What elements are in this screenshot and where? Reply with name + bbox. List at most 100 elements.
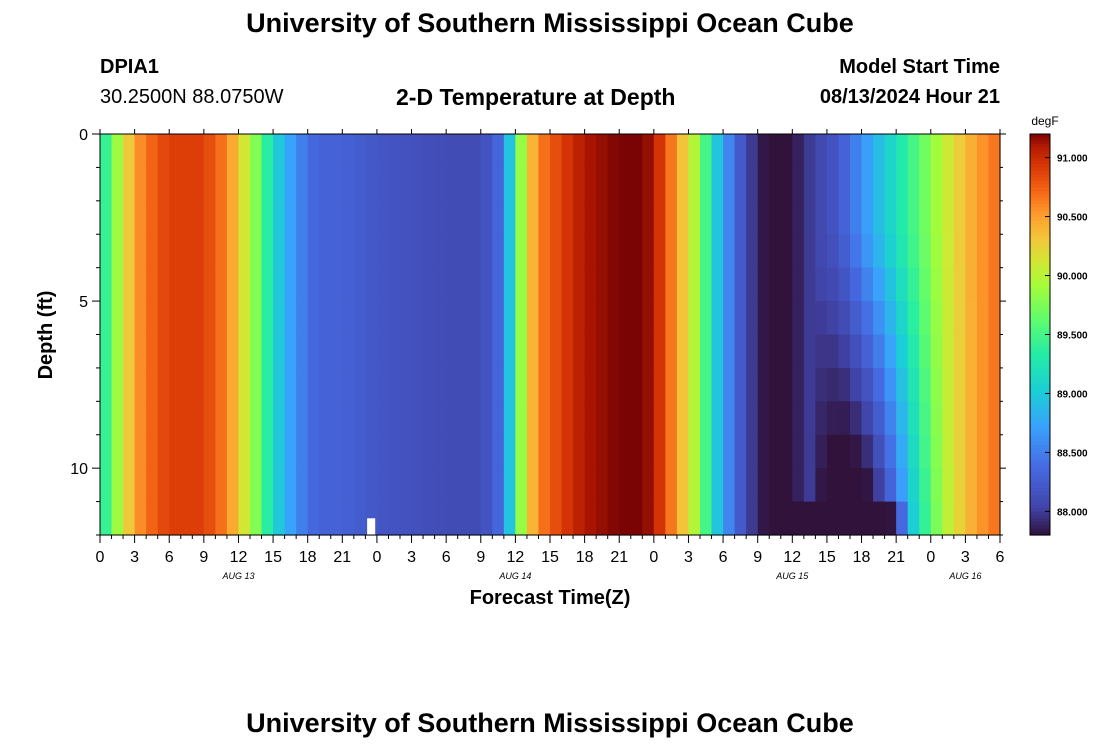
- x-tick-label: 6: [719, 549, 728, 566]
- heatmap-cell: [700, 434, 713, 469]
- heatmap-cell: [480, 367, 493, 402]
- heatmap-cell: [688, 401, 701, 436]
- heatmap-cell: [688, 334, 701, 369]
- heatmap-cell: [250, 334, 263, 369]
- heatmap-cell: [988, 434, 1001, 469]
- heatmap-cell: [388, 501, 401, 536]
- heatmap-cell: [550, 267, 563, 302]
- heatmap-cell: [861, 501, 874, 536]
- heatmap-cell: [134, 468, 147, 503]
- heatmap-cell: [250, 134, 263, 169]
- heatmap-cell: [457, 468, 470, 503]
- heatmap-cell: [515, 367, 528, 402]
- heatmap-cell: [273, 401, 286, 436]
- heatmap-cell: [111, 367, 124, 402]
- heatmap-cell: [584, 434, 597, 469]
- heatmap-cell: [942, 334, 955, 369]
- heatmap-cell: [550, 401, 563, 436]
- colorbar-segment: [1030, 428, 1050, 433]
- heatmap-cell: [319, 334, 332, 369]
- heatmap-cell: [273, 167, 286, 202]
- heatmap-cell: [734, 134, 747, 169]
- heatmap-cell: [700, 134, 713, 169]
- heatmap-cell: [676, 200, 690, 235]
- heatmap-cell: [203, 167, 216, 202]
- heatmap-cell: [319, 134, 332, 169]
- colorbar-segment: [1030, 521, 1050, 526]
- colorbar-segment: [1030, 387, 1050, 392]
- heatmap-cell: [434, 134, 447, 169]
- colorbar-segment: [1030, 301, 1050, 306]
- heatmap-cell: [250, 267, 263, 302]
- heatmap-cell: [100, 367, 113, 402]
- heatmap-cell: [965, 234, 978, 269]
- heatmap-cell: [353, 434, 366, 469]
- heatmap-cell: [134, 200, 147, 235]
- heatmap-cell: [769, 301, 782, 336]
- colorbar-tick-label: 89.000: [1057, 389, 1088, 400]
- heatmap-cell: [423, 234, 436, 269]
- colorbar-segment: [1030, 174, 1050, 179]
- heatmap-cell: [515, 301, 528, 336]
- heatmap-cell: [446, 501, 459, 536]
- heatmap-cell: [457, 501, 470, 536]
- heatmap-cell: [873, 134, 886, 169]
- heatmap-cell: [688, 367, 701, 402]
- heatmap-cell: [203, 401, 216, 436]
- heatmap-cell: [146, 167, 159, 202]
- heatmap-cell: [630, 367, 643, 402]
- heatmap-cell: [515, 468, 528, 503]
- x-axis-label: Forecast Time(Z): [470, 587, 631, 609]
- colorbar-segment: [1030, 287, 1050, 292]
- colorbar-segment: [1030, 274, 1050, 279]
- x-tick-label: 0: [649, 549, 658, 566]
- heatmap-cell: [457, 367, 470, 402]
- heatmap-cell: [100, 267, 113, 302]
- colorbar-segment: [1030, 210, 1050, 215]
- heatmap-cell: [307, 401, 320, 436]
- heatmap-cell: [780, 401, 793, 436]
- heatmap-cell: [400, 134, 413, 169]
- heatmap-cell: [538, 267, 551, 302]
- heatmap-cell: [826, 367, 840, 402]
- heatmap-cell: [250, 234, 263, 269]
- heatmap-cell: [596, 167, 609, 202]
- colorbar-segment: [1030, 314, 1050, 319]
- heatmap-cell: [619, 501, 632, 536]
- heatmap-cell: [988, 401, 1001, 436]
- heatmap-cell: [653, 468, 666, 503]
- heatmap-cell: [665, 501, 678, 536]
- heatmap-cell: [330, 401, 343, 436]
- heatmap-cell: [619, 200, 632, 235]
- heatmap-cell: [296, 234, 309, 269]
- heatmap-cell: [146, 468, 159, 503]
- heatmap-cell: [596, 301, 609, 336]
- heatmap-cell: [353, 301, 366, 336]
- heatmap-cell: [526, 367, 540, 402]
- heatmap-cell: [965, 434, 978, 469]
- heatmap-cell: [492, 267, 505, 302]
- heatmap-cell: [215, 401, 228, 436]
- colorbar-segment: [1030, 444, 1050, 449]
- colorbar-segment: [1030, 448, 1050, 453]
- colorbar-segment: [1030, 177, 1050, 182]
- y-tick-label: 0: [79, 127, 88, 144]
- heatmap-cell: [446, 267, 459, 302]
- colorbar-segment: [1030, 187, 1050, 192]
- heatmap-cell: [365, 200, 378, 235]
- heatmap-cell: [203, 367, 216, 402]
- heatmap-cell: [261, 334, 274, 369]
- heatmap-cell: [238, 501, 251, 536]
- heatmap-cell: [330, 267, 343, 302]
- heatmap-cell: [688, 134, 701, 169]
- heatmap-cell: [965, 301, 978, 336]
- heatmap-cell: [780, 134, 793, 169]
- heatmap-cell: [919, 501, 932, 536]
- missing-data-cell: [367, 518, 376, 535]
- heatmap-cell: [169, 200, 182, 235]
- heatmap-cell: [561, 501, 574, 536]
- heatmap-cell: [411, 234, 424, 269]
- heatmap-cell: [976, 468, 990, 503]
- heatmap-cell: [411, 134, 424, 169]
- colorbar-segment: [1030, 217, 1050, 222]
